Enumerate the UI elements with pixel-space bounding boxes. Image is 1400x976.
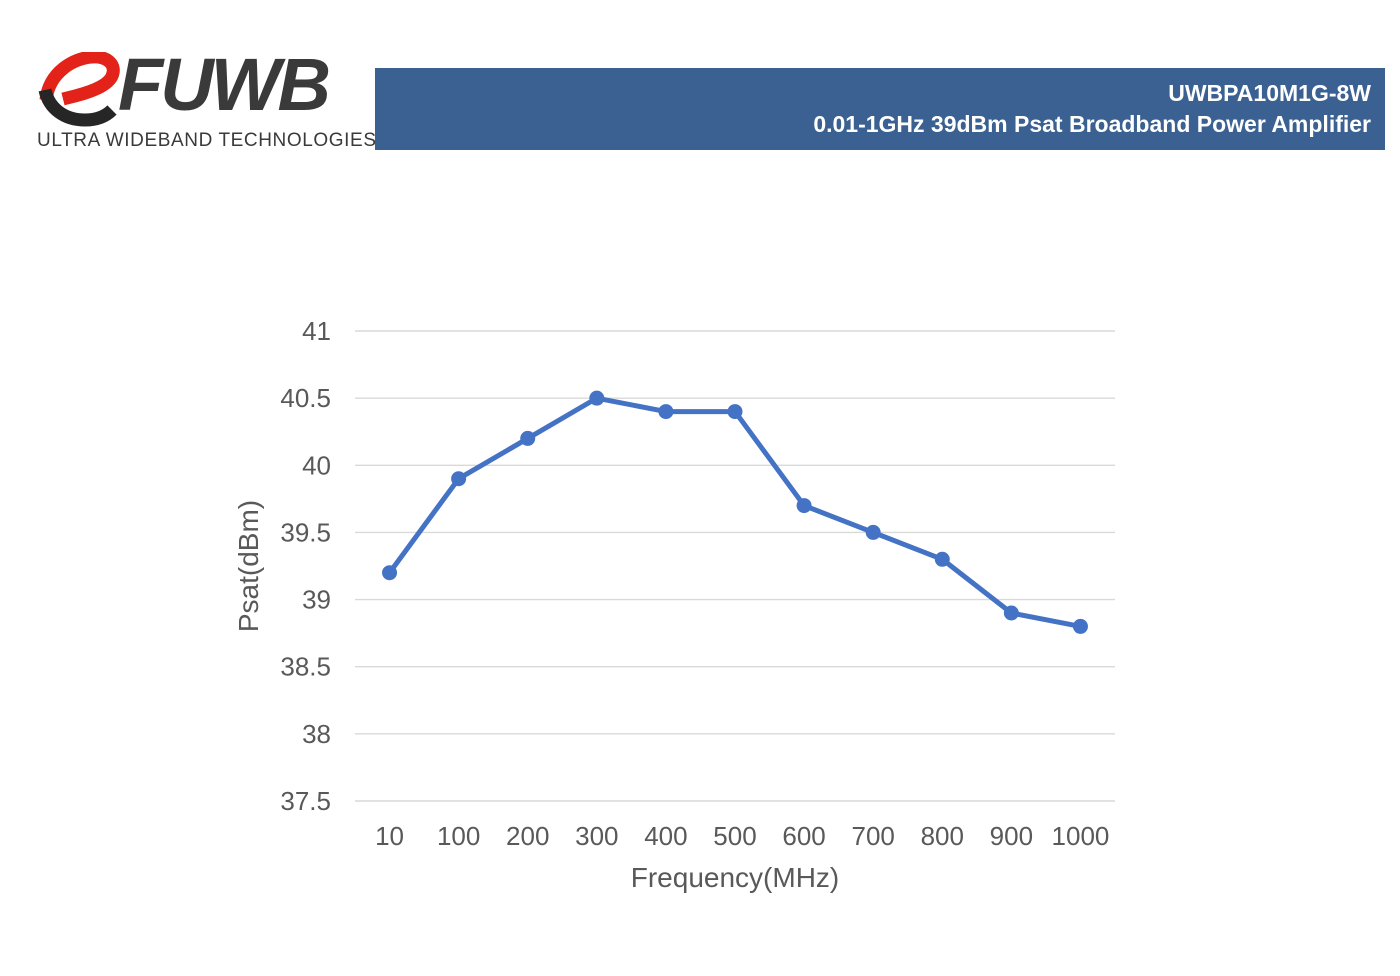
y-tick-label-39.5: 39.5	[280, 517, 331, 547]
y-tick-label-38: 38	[302, 719, 331, 749]
y-tick-label-37.5: 37.5	[280, 786, 331, 816]
data-point-300MHz	[589, 390, 605, 406]
data-point-900MHz	[1003, 605, 1019, 621]
data-point-500MHz	[727, 404, 743, 420]
data-point-800MHz	[934, 551, 950, 567]
data-point-600MHz	[796, 498, 812, 514]
data-point-200MHz	[520, 430, 536, 446]
data-point-400MHz	[658, 404, 674, 420]
brand-tagline: ULTRA WIDEBAND TECHNOLOGIES	[37, 130, 377, 151]
x-tick-label-300: 300	[575, 821, 618, 851]
x-tick-label-200: 200	[506, 821, 549, 851]
x-tick-label-10: 10	[375, 821, 404, 851]
data-point-700MHz	[865, 524, 881, 540]
x-tick-label-500: 500	[713, 821, 756, 851]
y-tick-label-40: 40	[302, 450, 331, 480]
psat-series-line	[387, 395, 1083, 629]
x-tick-label-1000: 1000	[1052, 821, 1110, 851]
y-tick-label-39: 39	[302, 585, 331, 615]
product-model: UWBPA10M1G-8W	[1168, 80, 1371, 107]
product-banner: UWBPA10M1G-8W 0.01-1GHz 39dBm Psat Broad…	[375, 68, 1385, 150]
x-tick-label-800: 800	[921, 821, 964, 851]
y-tick-label-40.5: 40.5	[280, 383, 331, 413]
rfuwb-logo-r-icon	[38, 52, 120, 127]
data-point-10MHz	[382, 565, 398, 581]
x-tick-label-100: 100	[437, 821, 480, 851]
x-axis-title: Frequency(MHz)	[631, 862, 839, 893]
x-tick-label-400: 400	[644, 821, 687, 851]
data-point-100MHz	[451, 471, 467, 487]
y-axis-title: Psat(dBm)	[233, 500, 264, 632]
x-tick-label-600: 600	[782, 821, 825, 851]
product-subtitle: 0.01-1GHz 39dBm Psat Broadband Power Amp…	[813, 110, 1371, 137]
y-tick-label-41: 41	[302, 316, 331, 346]
x-tick-label-700: 700	[851, 821, 894, 851]
y-tick-label-38.5: 38.5	[280, 652, 331, 682]
x-tick-label-900: 900	[990, 821, 1033, 851]
data-point-1000MHz	[1072, 618, 1088, 634]
brand-wordmark: FUWB	[118, 43, 331, 126]
